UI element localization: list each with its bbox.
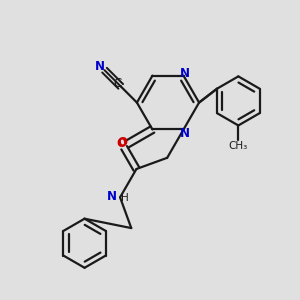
Text: H: H [122, 193, 129, 203]
Text: CH₃: CH₃ [229, 141, 248, 151]
Text: N: N [179, 67, 190, 80]
Text: O: O [118, 136, 128, 149]
Text: N: N [107, 190, 117, 203]
Text: N: N [94, 60, 105, 73]
Text: O: O [116, 137, 126, 150]
Text: N: N [179, 127, 190, 140]
Text: C: C [113, 77, 122, 90]
